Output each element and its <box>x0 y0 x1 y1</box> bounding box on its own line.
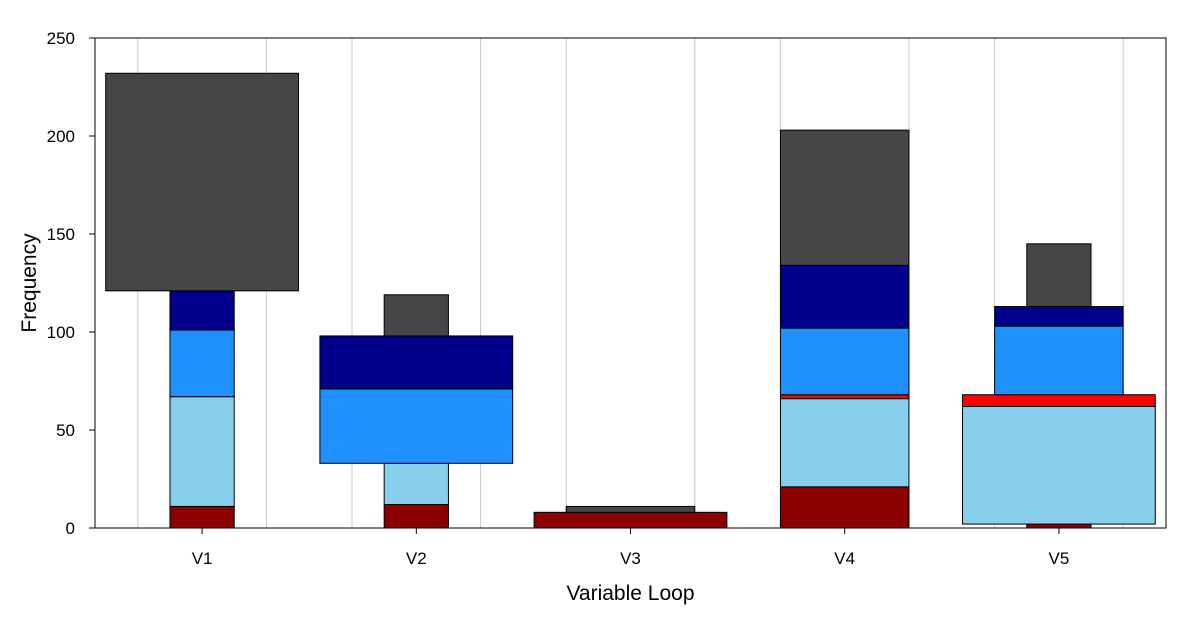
y-tick-label: 150 <box>47 225 75 244</box>
bar-segment-v5-s4 <box>994 325 1124 396</box>
bar-segment-v1-s5 <box>169 290 235 331</box>
bar-segment-v2-s6 <box>383 294 449 337</box>
bar-segment-v1-s4 <box>169 329 235 398</box>
bar-segment-v2-s2 <box>383 462 449 505</box>
bar-segment-v4-s3 <box>779 394 910 400</box>
bar-segment-v5-s6 <box>1026 243 1092 308</box>
bar-segment-v4-s5 <box>779 264 910 329</box>
bar-segment-v4-s2 <box>779 398 910 488</box>
bar-segment-v2-s4 <box>319 388 514 464</box>
bar-segment-v2-s5 <box>319 335 514 390</box>
bars <box>105 72 1156 529</box>
bar-segment-v4-s6 <box>779 129 910 266</box>
x-axis: V1 V2 V3 V4 V5 <box>192 528 1070 568</box>
y-tick-label: 100 <box>47 323 75 342</box>
bar-segment-v5-s2 <box>962 405 1156 525</box>
bar-segment-v1-s1 <box>169 505 235 529</box>
bar-segment-v4-s4 <box>779 327 910 396</box>
bar-segment-v5-s1 <box>1026 523 1092 529</box>
bar-segment-v4-s1 <box>779 486 910 529</box>
x-tick-label: V1 <box>192 549 213 568</box>
bar-segment-v1-s2 <box>169 396 235 507</box>
x-tick-label: V3 <box>620 549 641 568</box>
y-tick-label: 50 <box>56 421 75 440</box>
y-tick-label: 250 <box>47 29 75 48</box>
y-tick-label: 0 <box>66 519 75 538</box>
x-tick-label: V5 <box>1049 549 1070 568</box>
y-tick-label: 200 <box>47 127 75 146</box>
bar-segment-v5-s5 <box>994 306 1124 327</box>
y-axis: 0 50 100 150 200 250 <box>47 29 95 538</box>
y-axis-title: Frequency <box>18 233 41 333</box>
bar-segment-v3-s1 <box>533 511 728 529</box>
bar-segment-v2-s1 <box>383 503 449 529</box>
bar-segment-v5-s3 <box>962 394 1156 407</box>
x-axis-title: Variable Loop <box>566 582 694 605</box>
bar-segment-v3-s6 <box>565 505 696 513</box>
bar-segment-v1-s6 <box>105 72 299 292</box>
x-tick-label: V4 <box>834 549 855 568</box>
x-tick-label: V2 <box>406 549 427 568</box>
